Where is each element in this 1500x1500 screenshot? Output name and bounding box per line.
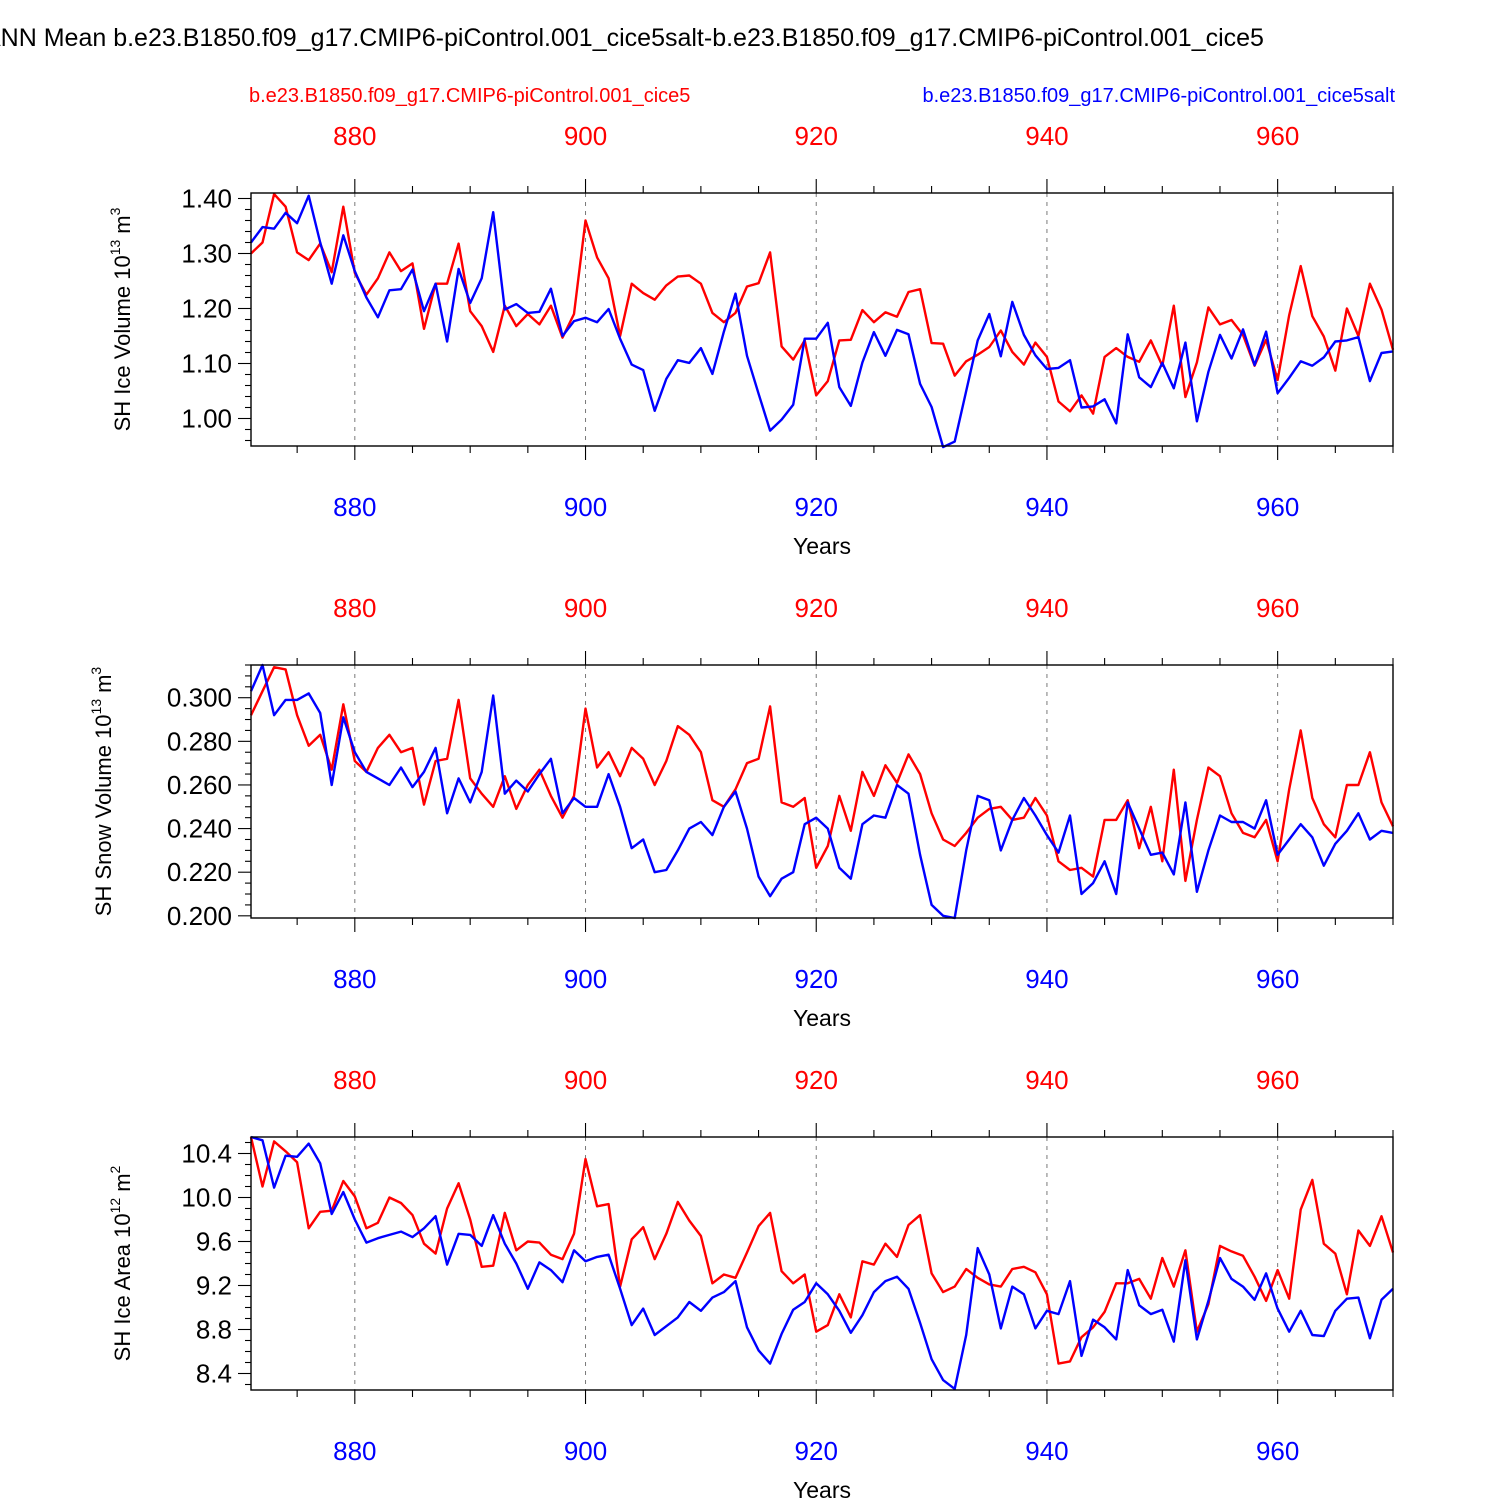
y-tick-label: 8.8 bbox=[196, 1315, 232, 1345]
panel-1: 1.00 1.10 1.20 1.30 1.40 880 880 900 900 920 920 94… bbox=[107, 121, 1395, 559]
x-tick-label-bottom: 920 bbox=[795, 492, 838, 522]
y-tick-label: 1.10 bbox=[181, 349, 232, 379]
x-tick-label-bottom: 900 bbox=[564, 492, 607, 522]
y-axis-label-unit-exponent: 3 bbox=[107, 207, 123, 215]
y-axis-label-text: SH Ice Area 10 bbox=[110, 1213, 135, 1361]
x-tick-label-bottom: 960 bbox=[1256, 964, 1299, 994]
subtitle-left: b.e23.B1850.f09_g17.CMIP6-piControl.001_… bbox=[249, 85, 690, 107]
x-tick-label-top: 960 bbox=[1256, 593, 1299, 623]
x-tick-label-top: 900 bbox=[564, 593, 607, 623]
y-tick-label: 9.2 bbox=[196, 1271, 232, 1301]
x-axis-label: Years bbox=[793, 1477, 851, 1500]
y-tick-label: 0.280 bbox=[167, 726, 232, 756]
series-blue-line bbox=[250, 194, 1394, 449]
x-axis-label: Years bbox=[793, 533, 851, 559]
y-tick-label: 0.200 bbox=[167, 901, 232, 931]
y-axis-label-exponent: 13 bbox=[107, 240, 123, 256]
plot-frame bbox=[250, 664, 1394, 919]
y-axis-label: SH Ice Volume 1013 m3 bbox=[107, 207, 135, 431]
series-blue-line bbox=[249, 663, 1394, 920]
y-axis-label-unit-exponent: 3 bbox=[88, 667, 104, 675]
panel-2: 0.200 0.220 0.240 0.260 0.280 0.300 880 880 900 9… bbox=[88, 593, 1395, 1031]
x-tick-label-bottom: 920 bbox=[795, 964, 838, 994]
y-axis-label-exponent: 12 bbox=[107, 1198, 123, 1214]
y-tick-label: 1.30 bbox=[181, 239, 232, 269]
series-red-line bbox=[249, 666, 1395, 883]
x-tick-label-bottom: 940 bbox=[1025, 1436, 1068, 1466]
y-tick-label: 1.00 bbox=[181, 404, 232, 434]
x-tick-label-bottom: 880 bbox=[333, 964, 376, 994]
panel-3: 8.4 8.8 9.2 9.6 10.0 10.4 880 880 900 900 920 920 94… bbox=[107, 1065, 1395, 1500]
x-tick-label-bottom: 960 bbox=[1256, 492, 1299, 522]
x-tick-label-top: 900 bbox=[564, 1065, 607, 1095]
y-tick-label: 1.40 bbox=[181, 184, 232, 214]
x-tick-label-bottom: 880 bbox=[333, 1436, 376, 1466]
x-tick-label-bottom: 940 bbox=[1025, 964, 1068, 994]
x-tick-label-top: 920 bbox=[795, 1065, 838, 1095]
x-tick-label-bottom: 960 bbox=[1256, 1436, 1299, 1466]
x-tick-label-top: 960 bbox=[1256, 121, 1299, 151]
y-axis-label-unit-exponent: 2 bbox=[107, 1165, 123, 1173]
y-axis-label-exponent: 13 bbox=[88, 699, 104, 715]
x-tick-label-bottom: 920 bbox=[795, 1436, 838, 1466]
x-tick-label-bottom: 900 bbox=[564, 964, 607, 994]
x-tick-label-top: 900 bbox=[564, 121, 607, 151]
y-tick-label: 0.260 bbox=[167, 770, 232, 800]
y-tick-label: 0.220 bbox=[167, 857, 232, 887]
x-tick-label-top: 960 bbox=[1256, 1065, 1299, 1095]
y-axis-label-unit: m bbox=[110, 1173, 135, 1191]
subtitle-right: b.e23.B1850.f09_g17.CMIP6-piControl.001_… bbox=[922, 85, 1395, 107]
x-tick-label-bottom: 900 bbox=[564, 1436, 607, 1466]
series-blue-line bbox=[250, 1135, 1394, 1391]
y-axis-label: SH Snow Volume 1013 m3 bbox=[88, 667, 116, 917]
y-tick-label: 1.20 bbox=[181, 294, 232, 324]
y-axis-label-text: SH Snow Volume 10 bbox=[91, 714, 116, 916]
x-tick-label-top: 880 bbox=[333, 1065, 376, 1095]
x-tick-label-top: 940 bbox=[1025, 593, 1068, 623]
y-tick-label: 0.300 bbox=[167, 683, 232, 713]
y-tick-label: 10.0 bbox=[181, 1183, 232, 1213]
x-tick-label-bottom: 940 bbox=[1025, 492, 1068, 522]
x-tick-label-top: 880 bbox=[333, 593, 376, 623]
x-tick-label-top: 880 bbox=[333, 121, 376, 151]
y-axis-label-unit: m bbox=[110, 215, 135, 233]
y-tick-label: 10.4 bbox=[181, 1139, 232, 1169]
x-tick-label-top: 940 bbox=[1025, 1065, 1068, 1095]
x-tick-label-top: 940 bbox=[1025, 121, 1068, 151]
series-red-line bbox=[249, 1136, 1395, 1365]
y-tick-label: 9.6 bbox=[196, 1227, 232, 1257]
x-axis-label: Years bbox=[793, 1005, 851, 1031]
series-red-line bbox=[250, 192, 1395, 415]
y-tick-label: 0.240 bbox=[167, 814, 232, 844]
chart-title: ANN Mean b.e23.B1850.f09_g17.CMIP6-piCon… bbox=[0, 24, 1264, 52]
x-tick-label-top: 920 bbox=[795, 593, 838, 623]
y-tick-label: 8.4 bbox=[196, 1359, 232, 1389]
x-tick-label-top: 920 bbox=[795, 121, 838, 151]
y-axis-label-unit: m bbox=[91, 675, 116, 693]
panels: b.e23.B1850.f09_g17.CMIP6-piControl.001_… bbox=[88, 85, 1395, 1500]
x-tick-label-bottom: 880 bbox=[333, 492, 376, 522]
y-axis-label: SH Ice Area 1012 m2 bbox=[107, 1165, 135, 1361]
y-axis-label-text: SH Ice Volume 10 bbox=[110, 255, 135, 431]
